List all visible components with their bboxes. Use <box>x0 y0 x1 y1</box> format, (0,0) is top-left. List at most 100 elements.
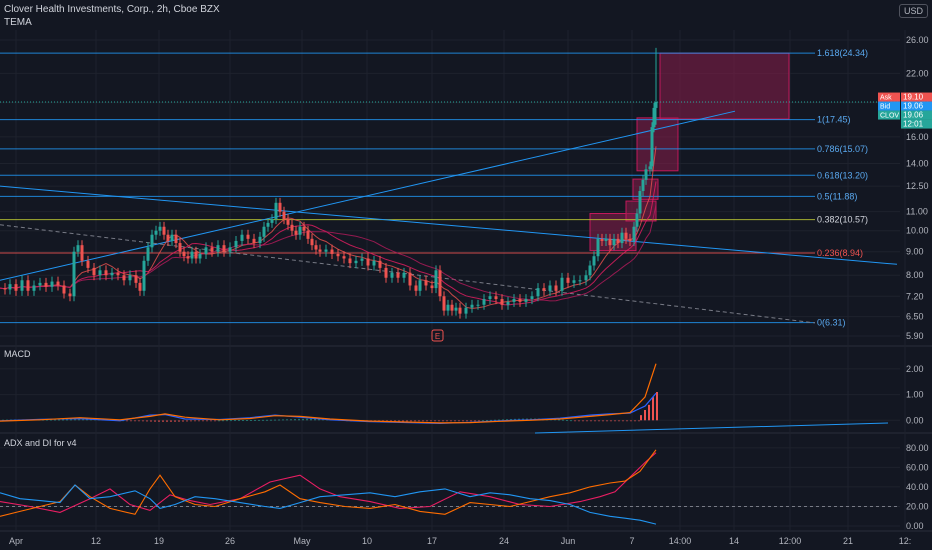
macd-histogram-bar <box>154 420 156 422</box>
macd-histogram-bar <box>294 418 296 421</box>
price-tag-value: 19.06 <box>903 111 924 120</box>
macd-histogram-bar <box>146 420 148 422</box>
macd-histogram-bar <box>390 420 392 422</box>
macd-histogram-bar <box>162 420 164 423</box>
macd-histogram-bar <box>498 419 500 421</box>
candle-body <box>258 236 262 244</box>
macd-histogram-bar <box>238 420 240 422</box>
candle-body <box>454 307 458 311</box>
price-tag-value: 19.10 <box>903 93 924 102</box>
price-tag-label: CLOV <box>880 113 899 120</box>
y-tick-label: 8.00 <box>906 270 924 280</box>
candle-body <box>424 280 428 286</box>
macd-histogram-bar <box>58 419 60 421</box>
macd-histogram-bar <box>474 420 476 422</box>
macd-histogram-bar <box>298 418 300 421</box>
macd-histogram-bar <box>430 420 432 422</box>
candle-body <box>608 238 612 246</box>
macd-histogram-bar <box>640 415 642 421</box>
candle-body <box>476 304 480 306</box>
candle-body <box>270 219 274 223</box>
y-tick-label: 12.50 <box>906 181 929 191</box>
candle-body <box>596 238 600 257</box>
macd-histogram-bar <box>610 420 612 422</box>
macd-histogram-bar <box>174 420 176 422</box>
candle-body <box>182 251 186 257</box>
candle-body <box>3 288 7 290</box>
candle-body <box>644 169 648 180</box>
candle-body <box>584 275 588 281</box>
macd-series-line <box>0 363 657 424</box>
candle-body <box>142 260 146 291</box>
candle-body <box>548 285 552 291</box>
y-tick-label: 0.00 <box>906 521 924 531</box>
candle-body <box>641 179 645 192</box>
candle-body <box>76 245 80 252</box>
macd-histogram-bar <box>286 419 288 421</box>
macd-histogram-bar <box>562 419 564 421</box>
macd-histogram-bar <box>566 419 568 421</box>
candle-body <box>306 230 310 239</box>
price-tag-label: Ask <box>880 95 892 102</box>
candle-body <box>518 299 522 302</box>
macd-histogram-bar <box>258 419 260 421</box>
macd-histogram-bar <box>62 419 64 421</box>
macd-histogram-bar <box>458 420 460 422</box>
macd-histogram-bar <box>318 418 320 421</box>
macd-histogram-bar <box>210 420 212 422</box>
x-tick-label: 12: <box>899 536 912 546</box>
macd-histogram-bar <box>306 418 308 421</box>
macd-histogram-bar <box>618 420 620 422</box>
y-tick-label: 9.00 <box>906 247 924 257</box>
y-tick-label: 11.00 <box>906 207 928 217</box>
candle-body <box>62 285 66 294</box>
macd-histogram-bar <box>134 420 136 422</box>
y-tick-label: 7.20 <box>906 291 924 301</box>
candle-body <box>20 280 24 291</box>
candle-body <box>330 249 334 254</box>
earnings-marker <box>431 329 444 342</box>
price-tag <box>901 110 932 120</box>
candle-body <box>110 272 114 276</box>
macd-histogram-bar <box>614 420 616 422</box>
macd-histogram-bar <box>50 419 52 421</box>
y-tick-label: 22.00 <box>906 68 929 78</box>
macd-histogram-bar <box>606 420 608 422</box>
candle-body <box>274 202 278 220</box>
candle-body <box>482 299 486 305</box>
macd-histogram-bar <box>66 419 68 421</box>
candle-body <box>246 234 250 239</box>
order-zone <box>636 117 679 172</box>
candle-body <box>560 277 564 291</box>
fib-level-label: 0.382(10.57) <box>817 215 868 225</box>
fib-level-label: 0.786(15.07) <box>817 144 868 154</box>
candle-body <box>494 296 498 300</box>
macd-histogram-bar <box>510 419 512 421</box>
macd-histogram-bar <box>46 419 48 421</box>
price-tag-value: 19.06 <box>903 102 924 111</box>
y-tick-label: 2.00 <box>906 364 924 374</box>
macd-histogram-bar <box>222 420 224 422</box>
macd-histogram-bar <box>290 419 292 421</box>
currency-badge[interactable]: USD <box>898 4 928 18</box>
candle-body <box>530 296 534 300</box>
macd-histogram-bar <box>490 419 492 421</box>
y-tick-label: 10.00 <box>906 226 929 236</box>
candle-body <box>86 260 90 268</box>
candle-body <box>150 234 154 248</box>
candle-body <box>38 282 42 286</box>
macd-histogram-bar <box>594 420 596 422</box>
macd-histogram-bar <box>434 420 436 422</box>
macd-histogram-bar <box>194 420 196 422</box>
x-tick-label: Apr <box>9 536 23 546</box>
candle-body <box>234 240 238 248</box>
candle-body <box>294 230 298 235</box>
candle-body <box>600 238 604 241</box>
price-tag <box>901 119 932 129</box>
candle-body <box>174 234 178 244</box>
fib-level-label: 0.236(8.94) <box>817 248 863 258</box>
macd-histogram-bar <box>506 419 508 421</box>
macd-histogram-bar <box>242 420 244 422</box>
candle-body <box>414 285 418 291</box>
